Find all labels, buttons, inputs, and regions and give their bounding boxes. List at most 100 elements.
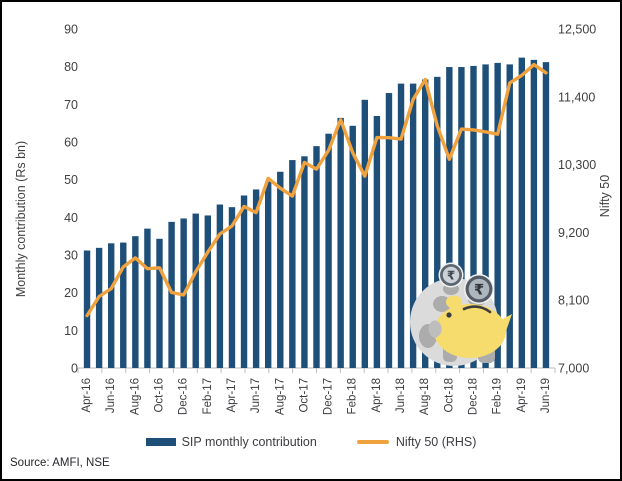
right-axis-tick-label: 11,400 xyxy=(558,90,595,104)
x-axis-month-label: Dec-17 xyxy=(323,378,335,415)
source-note: Source: AMFI, NSE xyxy=(10,457,110,469)
sip-bar xyxy=(530,59,538,369)
x-axis-month-label: Jun-16 xyxy=(105,378,117,413)
pig-eye xyxy=(446,312,452,318)
x-axis-month-label: Aug-16 xyxy=(129,378,141,415)
coin-face xyxy=(442,266,460,284)
sip-bar xyxy=(277,171,284,368)
sip-bar xyxy=(228,207,236,368)
coin-face xyxy=(468,278,490,300)
sip-bar xyxy=(518,57,526,368)
left-axis-tick-label: 20 xyxy=(64,286,78,300)
right-axis-tick-label: 7,000 xyxy=(558,362,589,376)
left-axis-tick-label: 30 xyxy=(64,249,78,263)
pig-coin-slot xyxy=(462,305,492,314)
sip-bar xyxy=(313,146,320,368)
sip-bar xyxy=(470,65,477,368)
rupee-symbol: ₹ xyxy=(474,283,484,299)
x-axis-month-label: Jun-19 xyxy=(540,378,552,413)
rupee-symbol: ₹ xyxy=(447,269,455,283)
x-axis-month-label: Jun-17 xyxy=(250,378,262,413)
x-axis-month-label: Dec-18 xyxy=(468,378,480,415)
left-axis-tick-label: 40 xyxy=(64,211,78,225)
right-axis-title: Nifty 50 xyxy=(598,174,612,218)
x-axis-month-label: Aug-17 xyxy=(274,378,286,415)
x-axis-month-label: Apr-17 xyxy=(226,378,238,413)
x-axis-month-label: Jun-18 xyxy=(395,378,407,413)
x-axis-month-label: Aug-18 xyxy=(419,378,431,415)
sip-bar xyxy=(385,93,393,369)
x-axis-month-label: Dec-16 xyxy=(178,378,190,415)
sip-bar xyxy=(289,160,296,368)
sip-bar xyxy=(397,83,405,368)
sip-bar xyxy=(107,243,115,368)
sip-bar xyxy=(409,83,417,368)
pig-ear xyxy=(446,295,462,309)
legend-label-nifty: Nifty 50 (RHS) xyxy=(395,435,477,449)
x-axis-month-label: Feb-18 xyxy=(347,378,359,414)
left-axis-tick-label: 90 xyxy=(64,23,78,37)
left-axis-tick-label: 80 xyxy=(64,60,78,74)
left-axis-tick-label: 70 xyxy=(64,98,78,112)
pig-tail xyxy=(501,314,512,331)
sip-bar xyxy=(301,156,308,368)
sip-bar xyxy=(204,215,212,368)
left-axis-tick-label: 0 xyxy=(71,362,78,376)
sip-bar xyxy=(168,221,175,368)
sip-bar xyxy=(434,76,441,368)
x-axis-month-label: Apr-18 xyxy=(371,378,383,413)
x-axis-month-label: Feb-19 xyxy=(492,378,504,414)
legend-item-nifty: Nifty 50 (RHS) xyxy=(356,435,477,449)
sip-bar xyxy=(264,181,272,368)
sip-bar xyxy=(325,133,332,368)
sip-bar xyxy=(482,64,489,368)
sip-bar xyxy=(373,116,381,368)
piggy-bank-icon xyxy=(434,304,506,358)
sip-bar xyxy=(506,64,513,368)
sip-bar xyxy=(156,238,163,368)
sip-bar xyxy=(144,228,151,368)
sip-bar xyxy=(349,125,356,368)
sip-bar xyxy=(421,79,429,369)
nifty-line xyxy=(85,62,548,318)
sip-bar xyxy=(83,250,91,368)
sip-bar xyxy=(120,242,127,368)
rupee-coin-icon: ₹ xyxy=(464,274,494,304)
rupee-coin-icon: ₹ xyxy=(438,262,464,288)
sip-bar xyxy=(542,62,550,368)
right-axis-tick-label: 8,100 xyxy=(558,294,589,308)
left-axis-tick-label: 60 xyxy=(64,136,78,150)
x-axis-month-label: Oct-16 xyxy=(154,378,166,413)
nifty-line-swatch-icon xyxy=(356,440,389,444)
x-axis-month-label: Feb-17 xyxy=(202,378,214,414)
right-axis-tick-label: 9,200 xyxy=(558,226,589,240)
chart-legend: SIP monthly contribution Nifty 50 (RHS) xyxy=(2,435,620,449)
legend-label-sip: SIP monthly contribution xyxy=(181,435,317,449)
sip-bar xyxy=(446,67,453,368)
sip-bar xyxy=(252,189,260,368)
sip-bar xyxy=(494,62,501,369)
sip-bar xyxy=(458,67,465,368)
x-axis-month-label: Oct-17 xyxy=(298,378,310,413)
sip-bar xyxy=(361,99,369,369)
pig-snout xyxy=(428,320,442,338)
left-axis-tick-label: 50 xyxy=(64,173,78,187)
right-axis-tick-label: 12,500 xyxy=(558,23,596,37)
left-axis-tick-label: 10 xyxy=(64,324,78,338)
legend-item-sip: SIP monthly contribution xyxy=(145,435,317,449)
sip-bar xyxy=(95,247,103,368)
sip-bar xyxy=(337,117,344,368)
right-axis-tick-label: 10,300 xyxy=(558,158,596,172)
x-axis-month-label: Apr-16 xyxy=(81,378,93,413)
sip-bar-swatch-icon xyxy=(145,438,176,446)
sip-bar xyxy=(192,213,199,368)
sip-bar xyxy=(216,204,224,368)
x-axis-month-label: Apr-19 xyxy=(516,378,528,413)
piggy-bank-watermark: ₹ ₹ xyxy=(410,262,512,366)
left-axis-title: Monthly contribution (Rs bn) xyxy=(14,140,28,298)
x-axis-month-label: Oct-18 xyxy=(443,378,455,413)
sip-bar xyxy=(132,236,139,368)
sip-bar xyxy=(240,195,248,368)
